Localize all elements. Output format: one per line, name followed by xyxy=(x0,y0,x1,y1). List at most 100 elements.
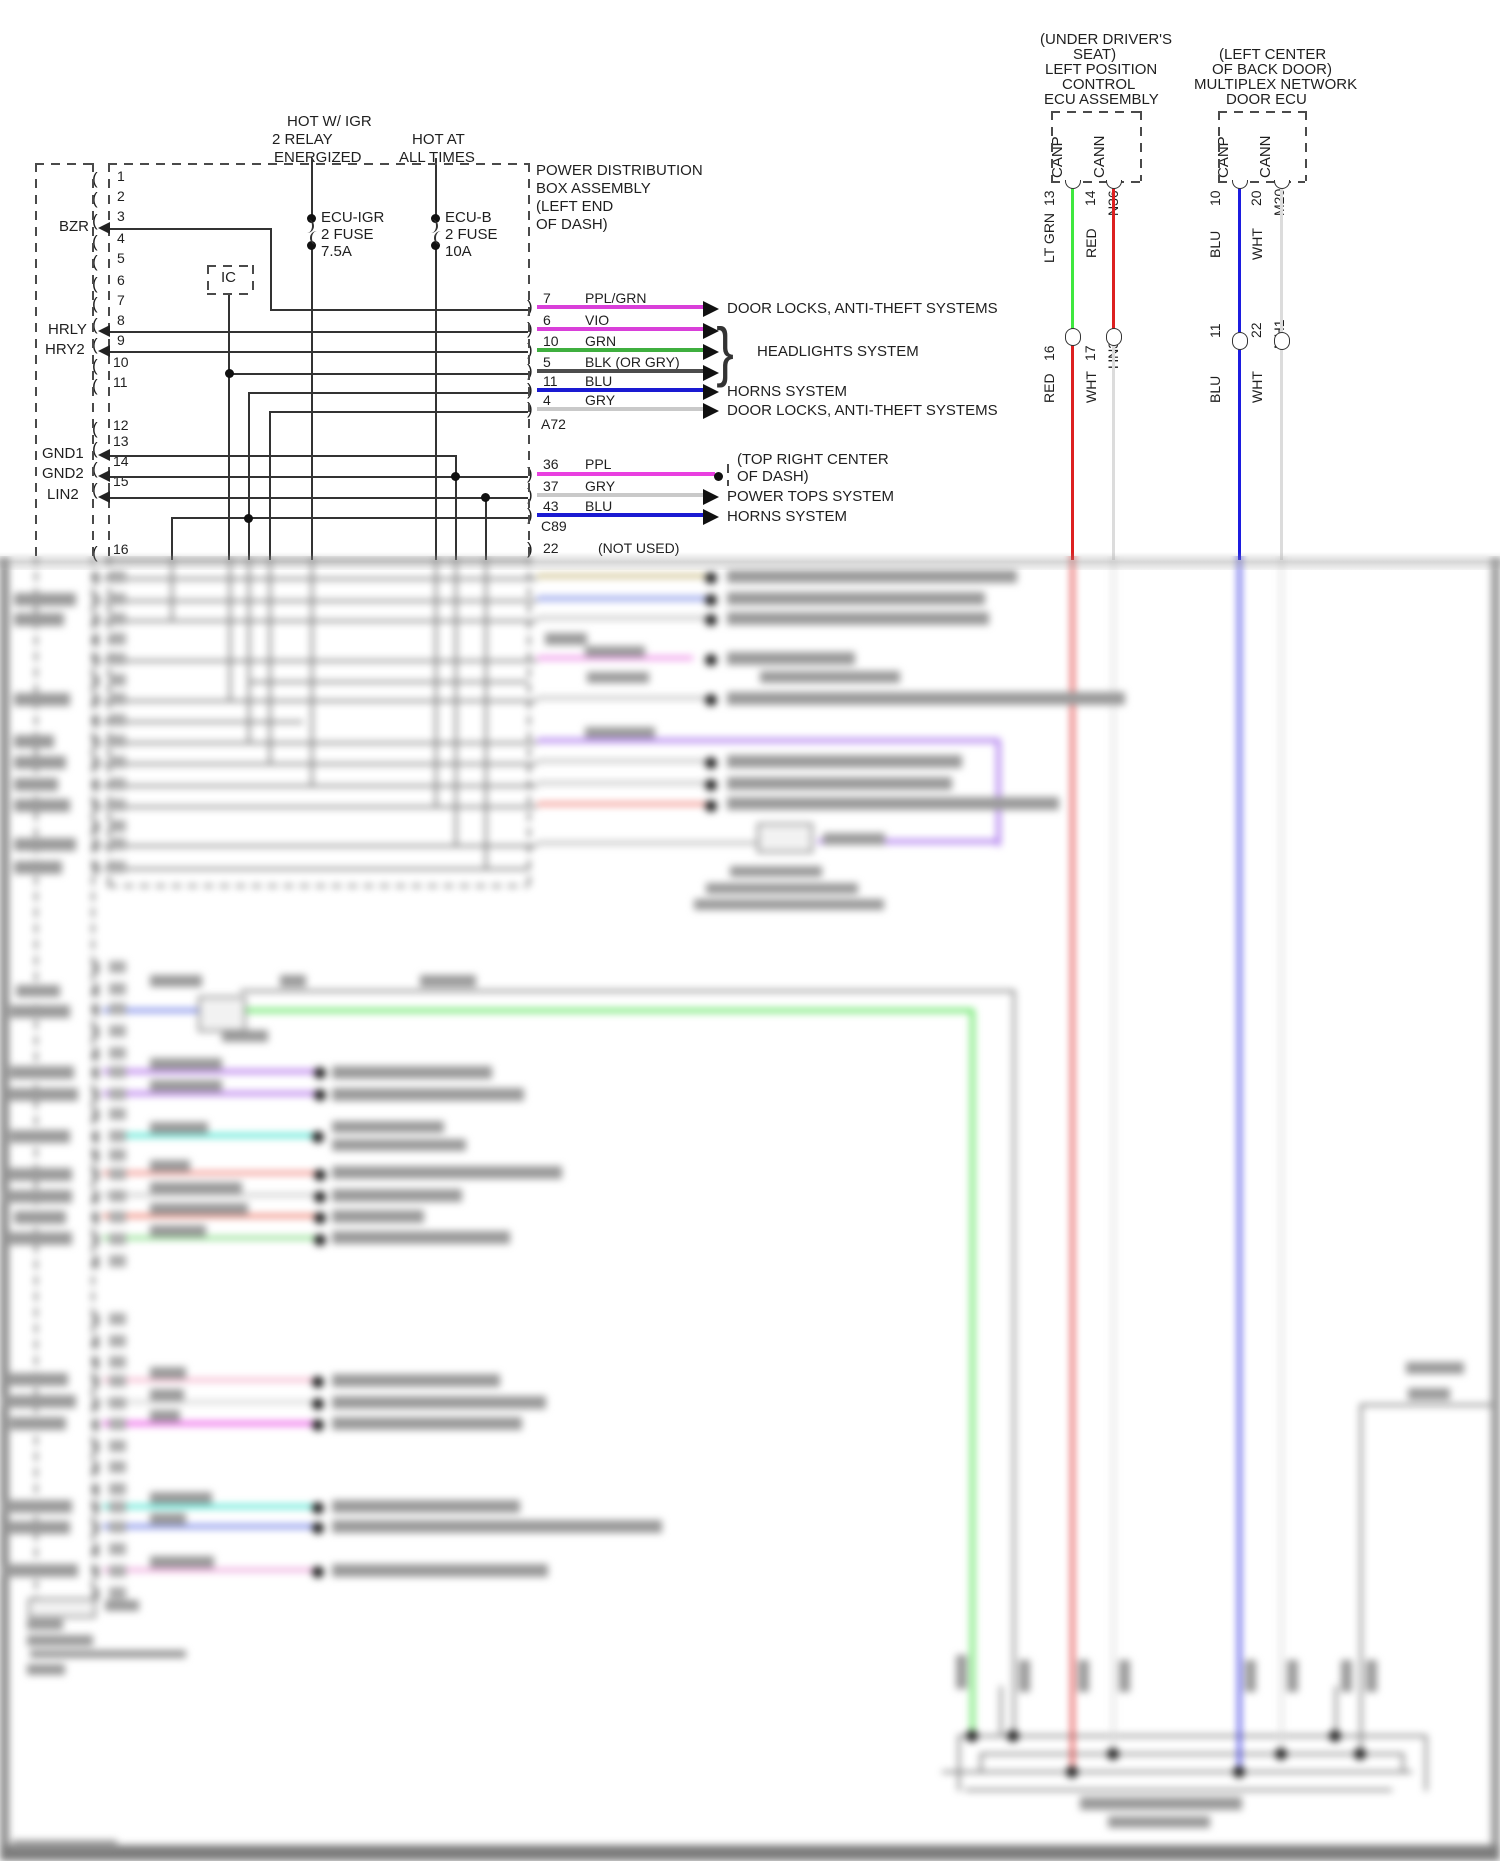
blurred-pin-bracket xyxy=(93,1026,99,1038)
arrowhead-left xyxy=(98,449,110,461)
blurred-junction-dot xyxy=(705,694,717,706)
diagram-label: BOX ASSEMBLY xyxy=(536,180,651,197)
blurred-text-block xyxy=(10,1066,74,1079)
dashed-line-h xyxy=(1051,181,1140,183)
colored-wire-h xyxy=(103,1236,316,1240)
blurred-pin-bracket xyxy=(93,614,99,626)
colored-wire-h xyxy=(537,759,705,763)
arrowhead-left xyxy=(98,345,110,357)
blurred-pin-bracket xyxy=(93,1462,99,1474)
blurred-pin-number xyxy=(109,1130,126,1142)
blurred-text-block xyxy=(545,633,587,645)
blurred-text-block xyxy=(2,1190,72,1203)
blurred-text-block xyxy=(332,1231,510,1244)
diagram-label: 37 xyxy=(543,478,559,494)
wire-line-h xyxy=(103,331,528,333)
wire-line-v xyxy=(311,245,313,560)
colored-wire-h xyxy=(537,388,703,392)
wire-line-v xyxy=(485,556,487,870)
blurred-junction-dot xyxy=(1107,1748,1119,1760)
arrowhead-right xyxy=(703,301,719,317)
blurred-junction-dot xyxy=(705,594,717,606)
dashed-line-h xyxy=(108,885,528,887)
blurred-text-block xyxy=(1080,1797,1242,1810)
blurred-junction-dot xyxy=(1275,1748,1287,1760)
blurred-text-block xyxy=(1287,1660,1298,1692)
wire-line-v xyxy=(455,556,457,847)
connector-exit-arc xyxy=(1065,180,1081,189)
blurred-text-block xyxy=(27,1619,63,1630)
blurred-pin-bracket xyxy=(93,715,99,727)
diagram-label: 10 xyxy=(543,333,559,349)
blurred-text-block xyxy=(956,1655,967,1689)
wire-line-v xyxy=(311,556,313,787)
colored-wire-h xyxy=(537,493,703,497)
blurred-text-block xyxy=(420,975,476,987)
blurred-pin-bracket xyxy=(93,572,99,584)
blurred-text-block xyxy=(0,1564,78,1577)
ecu-left-title: (UNDER DRIVER'S xyxy=(1040,31,1173,48)
diagram-label: DOOR ECU xyxy=(1226,91,1307,108)
blurred-connector-box xyxy=(198,996,246,1032)
diagram-label: 6 xyxy=(117,272,125,288)
wire-line-h xyxy=(103,600,537,602)
wire-line-h xyxy=(103,578,537,580)
blurred-pin-number xyxy=(109,799,126,811)
dashed-line-v xyxy=(92,163,94,560)
blurred-text-block xyxy=(332,1166,562,1179)
wire-line-h xyxy=(103,660,537,662)
wire-line-v xyxy=(171,556,173,622)
pin-label-hry2: HRY2 xyxy=(45,341,85,358)
blurred-text-block xyxy=(1245,1660,1256,1692)
fuse-symbol xyxy=(310,231,322,245)
blurred-text-block xyxy=(150,975,202,987)
wire-line-v xyxy=(1360,1404,1362,1754)
blurred-text-block xyxy=(332,1520,662,1533)
system-horns-2: HORNS SYSTEM xyxy=(727,508,848,525)
blurred-text-block xyxy=(16,985,60,997)
blurred-pin-bracket xyxy=(93,962,99,974)
blurred-text-block xyxy=(30,1650,186,1658)
diagram-vertical-label: 10 xyxy=(1207,190,1223,206)
wire-line-h xyxy=(103,868,529,870)
blurred-text-block xyxy=(14,838,76,851)
blurred-text-block xyxy=(14,1211,66,1224)
colored-wire-h xyxy=(103,1007,225,1013)
blurred-text-block xyxy=(727,652,855,665)
dashed-line-v xyxy=(528,163,530,560)
blurred-pin-bracket xyxy=(93,1314,99,1326)
diagram-label: 4 xyxy=(543,392,551,408)
colored-wire-h xyxy=(537,595,705,601)
blur-transition-band xyxy=(0,552,1500,570)
blurred-text-block xyxy=(332,1121,444,1133)
colored-wire-h xyxy=(537,841,759,845)
connector-exit-arc xyxy=(1232,180,1248,189)
fuse-symbol xyxy=(302,219,314,233)
blurred-text-block xyxy=(6,1373,68,1386)
diagram-label: ( xyxy=(92,335,98,354)
fuse-symbol xyxy=(434,231,446,245)
blurred-text-block xyxy=(14,613,64,626)
diagram-vertical-label: 11 xyxy=(1207,323,1223,338)
diagram-label: ( xyxy=(92,376,98,395)
blurred-text-block xyxy=(727,612,989,625)
diagram-vertical-label: WHT xyxy=(1083,371,1099,403)
diagram-label: 7 xyxy=(117,292,125,308)
diagram-label: (LEFT END xyxy=(536,198,614,215)
arrowhead-right xyxy=(703,489,719,505)
blurred-text-block xyxy=(150,1182,242,1194)
diagram-label: GRY xyxy=(585,392,616,408)
blurred-pin-bracket xyxy=(93,862,99,874)
wire-line-v xyxy=(269,411,271,560)
blurred-pin-number xyxy=(109,735,126,747)
colored-wire-v xyxy=(1237,556,1241,1774)
blurred-pin-bracket xyxy=(93,1336,99,1348)
diagram-label: PPL/GRN xyxy=(585,290,647,306)
diagram-label: 11 xyxy=(113,374,128,390)
blurred-text-block xyxy=(332,1396,546,1409)
fuse-ecu-igr-name: ECU-IGR xyxy=(321,209,385,226)
wire-line-h xyxy=(942,1771,1412,1773)
wire-line-v xyxy=(248,556,250,744)
diagram-label: BLU xyxy=(585,498,613,514)
diagram-label: LEFT POSITION xyxy=(1045,61,1158,78)
